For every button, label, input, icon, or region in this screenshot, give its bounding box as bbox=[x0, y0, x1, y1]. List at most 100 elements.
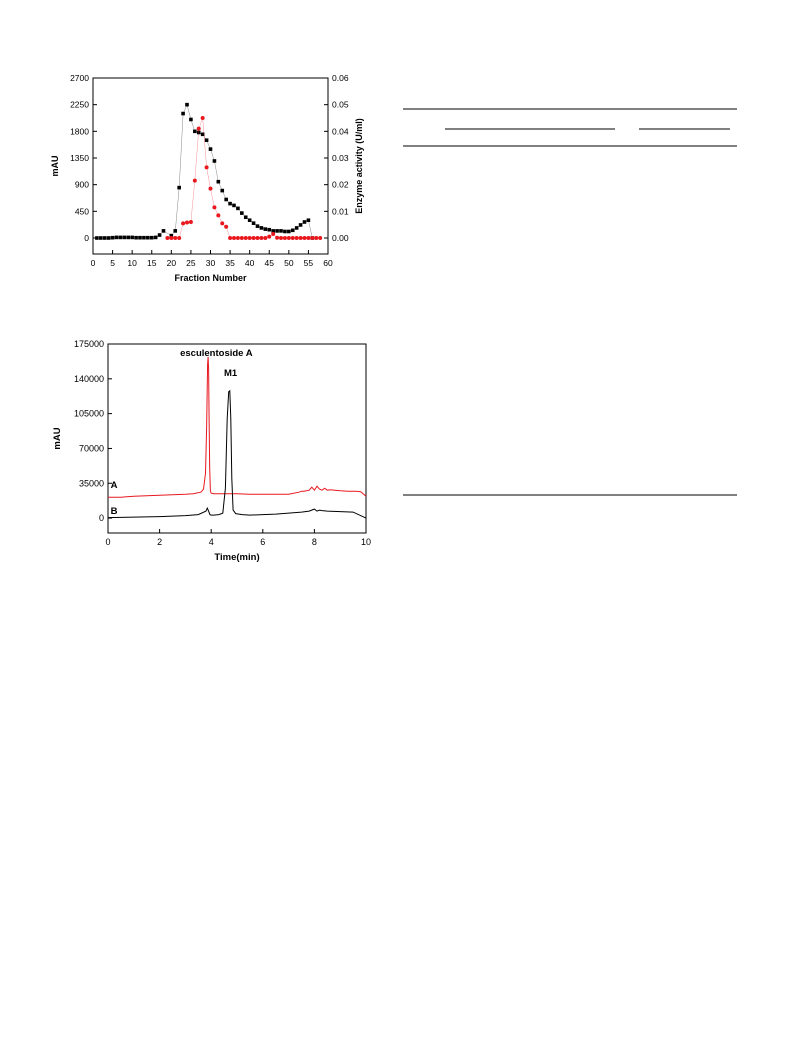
y-tick-label: 0 bbox=[84, 233, 89, 243]
y-tick-label: 1800 bbox=[70, 126, 89, 136]
data-point-circle bbox=[188, 220, 193, 224]
plot-frame bbox=[107, 343, 367, 534]
data-point-circle bbox=[302, 236, 307, 240]
data-point-square bbox=[95, 236, 99, 240]
x-tick-label: 45 bbox=[265, 258, 275, 268]
data-point-square bbox=[149, 235, 154, 240]
data-point-circle bbox=[314, 236, 319, 240]
data-point-circle bbox=[247, 236, 252, 240]
data-point-square bbox=[224, 197, 228, 202]
data-point-square bbox=[130, 235, 134, 240]
data-point-square bbox=[287, 229, 291, 234]
x-tick-label: 10 bbox=[361, 537, 371, 547]
data-point-square bbox=[169, 233, 174, 238]
chromatogram-line-B bbox=[107, 389, 367, 519]
data-point-square bbox=[208, 147, 213, 151]
data-point-square bbox=[204, 138, 209, 143]
data-point-square bbox=[228, 201, 232, 206]
x-tick-label: 40 bbox=[245, 258, 255, 268]
data-point-square bbox=[153, 235, 158, 240]
x-tick-label: 15 bbox=[147, 258, 157, 268]
data-point-circle bbox=[318, 236, 323, 240]
x-axis-label: Fraction Number bbox=[174, 273, 247, 283]
data-point-square bbox=[236, 206, 240, 211]
data-point-square bbox=[255, 224, 260, 228]
x-tick-label: 0 bbox=[91, 258, 96, 268]
data-point-circle bbox=[235, 236, 240, 240]
data-point-square bbox=[157, 233, 162, 237]
series-line bbox=[96, 104, 313, 239]
data-point-square bbox=[177, 185, 181, 190]
y-tick-label: 105000 bbox=[74, 409, 104, 419]
x-tick-label: 25 bbox=[186, 258, 196, 268]
data-point-circle bbox=[173, 236, 178, 240]
data-point-square bbox=[200, 132, 205, 137]
x-tick-label: 2 bbox=[157, 537, 162, 547]
x-tick-label: 20 bbox=[167, 258, 177, 268]
data-point-square bbox=[243, 215, 248, 220]
data-point-circle bbox=[177, 236, 182, 240]
x-tick-label: 50 bbox=[284, 258, 294, 268]
data-point-square bbox=[193, 129, 197, 134]
y-tick-label: 140000 bbox=[74, 374, 104, 384]
data-point-circle bbox=[204, 165, 209, 170]
x-tick-label: 0 bbox=[105, 537, 110, 547]
data-point-square bbox=[106, 236, 111, 240]
data-point-square bbox=[142, 235, 146, 240]
y-axis-label: mAU bbox=[50, 155, 60, 176]
data-point-square bbox=[232, 203, 236, 208]
data-point-square bbox=[302, 220, 307, 224]
data-point-square bbox=[134, 235, 138, 240]
y-tick-label: 175000 bbox=[74, 339, 104, 349]
data-point-square bbox=[216, 179, 221, 184]
data-point-circle bbox=[200, 116, 205, 120]
series-line bbox=[167, 117, 321, 239]
x-tick-label: 35 bbox=[225, 258, 235, 268]
data-point-square bbox=[185, 102, 189, 107]
data-point-circle bbox=[165, 236, 170, 240]
x-axis-label: Time(min) bbox=[214, 552, 259, 563]
y-axis-label: mAU bbox=[52, 427, 63, 449]
data-point-square bbox=[110, 235, 115, 240]
y2-tick-label: 0.00 bbox=[332, 233, 349, 243]
data-point-square bbox=[212, 159, 217, 163]
y2-tick-label: 0.01 bbox=[332, 206, 349, 216]
hplc-chart: 0 2 4 6 8 10 0 35000 70000 105000 140000 175000 Time… bbox=[52, 339, 371, 563]
data-point-circle bbox=[192, 178, 197, 183]
data-point-circle bbox=[228, 236, 233, 240]
data-point-square bbox=[298, 223, 303, 227]
data-point-square bbox=[126, 235, 131, 240]
x-tick-label: 8 bbox=[312, 537, 317, 547]
annotation-m1: M1 bbox=[224, 368, 238, 379]
data-point-square bbox=[251, 221, 256, 225]
data-point-square bbox=[99, 236, 103, 240]
y2-tick-label: 0.02 bbox=[332, 180, 349, 190]
y2-tick-label: 0.04 bbox=[332, 126, 349, 136]
table-rules bbox=[403, 108, 737, 496]
data-point-circle bbox=[294, 236, 299, 240]
y-tick-label: 70000 bbox=[79, 443, 104, 453]
data-point-square bbox=[161, 229, 166, 233]
x-tick-label: 60 bbox=[323, 258, 333, 268]
data-point-circle bbox=[251, 236, 256, 240]
data-point-circle bbox=[275, 235, 280, 240]
data-point-square bbox=[279, 229, 283, 233]
x-tick-label: 4 bbox=[209, 537, 214, 547]
data-point-square bbox=[189, 117, 193, 122]
x-tick-label: 6 bbox=[260, 537, 265, 547]
data-point-square bbox=[267, 227, 272, 232]
data-point-circle bbox=[286, 236, 291, 240]
data-point-circle bbox=[169, 236, 174, 240]
series-label-B: B bbox=[111, 506, 118, 517]
y2-tick-label: 0.03 bbox=[332, 153, 349, 163]
y2-axis-label: Enzyme activity (U/ml) bbox=[354, 118, 364, 214]
data-point-circle bbox=[310, 236, 315, 240]
data-point-circle bbox=[298, 236, 303, 240]
y-tick-label: 900 bbox=[75, 180, 89, 190]
x-tick-label: 5 bbox=[110, 258, 115, 268]
y-tick-label: 2250 bbox=[70, 100, 89, 110]
x-tick-label: 10 bbox=[127, 258, 137, 268]
y-tick-label: 35000 bbox=[79, 478, 104, 488]
data-point-square bbox=[114, 235, 119, 240]
data-point-circle bbox=[212, 205, 217, 210]
